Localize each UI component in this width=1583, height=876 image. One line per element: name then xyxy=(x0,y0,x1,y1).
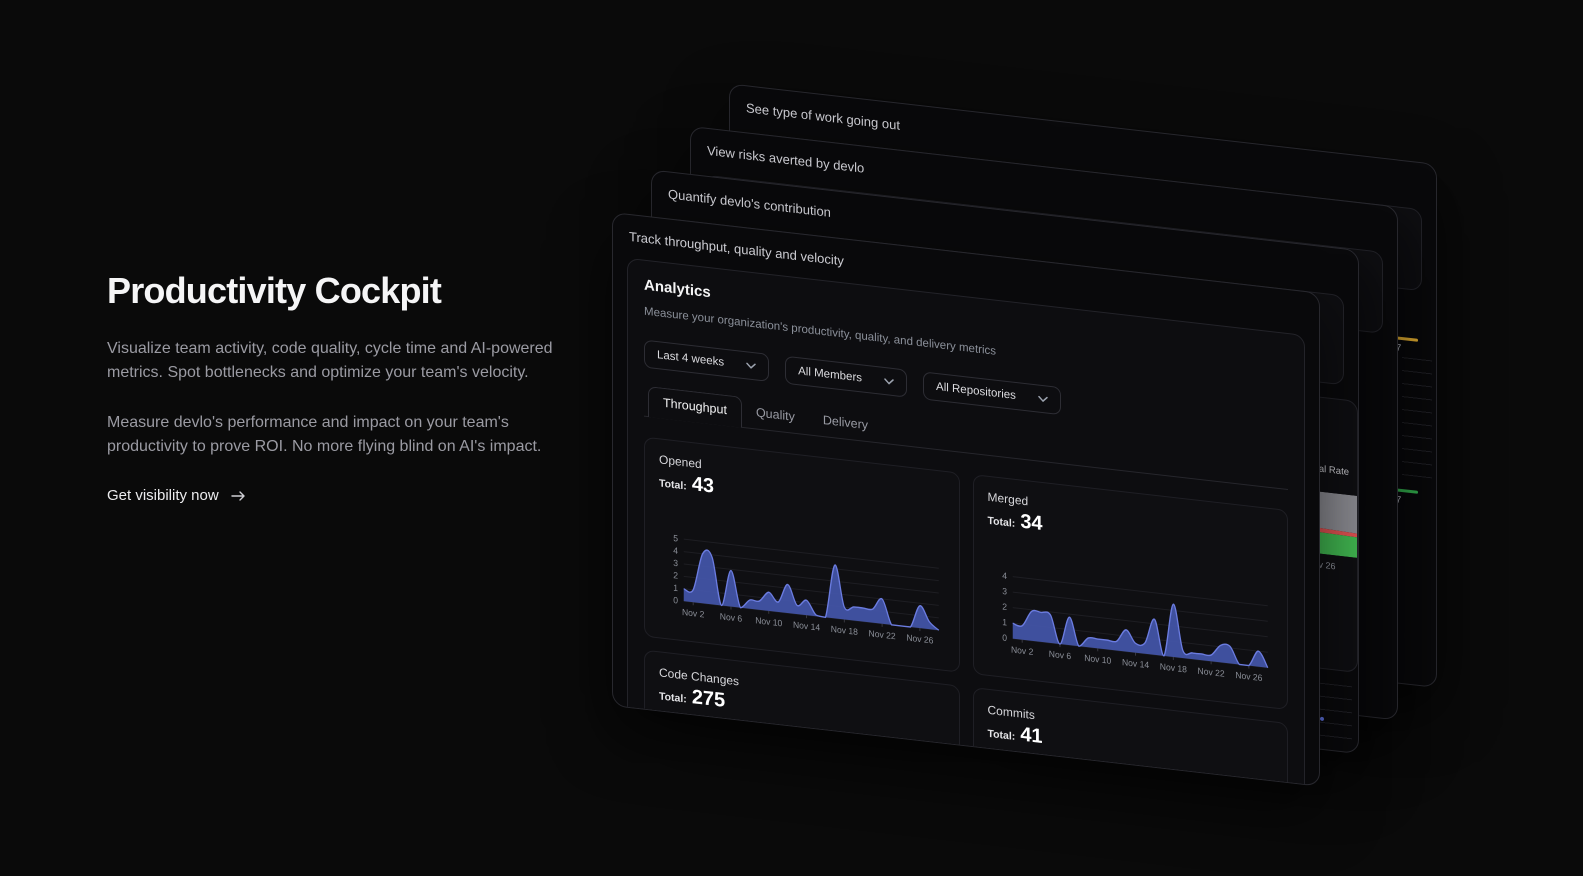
merged-chart-card: Merged Total: 34 0 1 2 3 4 Nov 2 Nov 6 Nov 10 No… xyxy=(972,474,1288,711)
blue-datapoint-fragment xyxy=(1320,716,1324,722)
total-value: 43 xyxy=(691,473,715,498)
select-value: Last 4 weeks xyxy=(657,349,725,369)
analytics-panel: Analytics Measure your organization's pr… xyxy=(627,257,1305,787)
charts-grid: Opened Total: 43 0 1 2 3 4 5 Nov 2 Nov 6 Nov 10 N… xyxy=(644,436,1288,787)
svg-text:Nov 14: Nov 14 xyxy=(1121,657,1148,670)
total-value: 34 xyxy=(1020,510,1043,536)
total-label: Total: xyxy=(987,727,1016,743)
svg-text:1: 1 xyxy=(673,582,678,593)
tab-throughput[interactable]: Throughput xyxy=(648,386,742,428)
opened-area-chart: 0 1 2 3 4 5 Nov 2 Nov 6 Nov 10 Nov 14 Nov 18 Nov 22… xyxy=(659,528,945,657)
svg-text:Nov 22: Nov 22 xyxy=(1197,665,1224,678)
svg-text:3: 3 xyxy=(673,558,678,569)
gridlines-fragment xyxy=(1402,357,1432,479)
svg-text:Nov 14: Nov 14 xyxy=(793,619,820,632)
tab-quality[interactable]: Quality xyxy=(755,405,795,424)
total-label: Total: xyxy=(659,690,687,706)
total-label: Total: xyxy=(659,477,687,493)
svg-text:5: 5 xyxy=(673,533,678,544)
svg-text:Nov 10: Nov 10 xyxy=(1084,653,1111,666)
total-label: Total: xyxy=(987,514,1016,530)
repositories-select[interactable]: All Repositories xyxy=(923,371,1061,416)
opened-chart-card: Opened Total: 43 0 1 2 3 4 5 Nov 2 Nov 6 Nov 10 N… xyxy=(644,436,960,673)
get-visibility-link[interactable]: Get visibility now xyxy=(107,487,246,504)
code-changes-chart-card: Code Changes Total: 275 xyxy=(644,649,960,787)
svg-text:3: 3 xyxy=(1002,586,1007,597)
svg-text:Nov 26: Nov 26 xyxy=(906,632,933,645)
chevron-down-icon xyxy=(746,359,756,372)
svg-text:4: 4 xyxy=(1002,570,1007,581)
svg-text:2: 2 xyxy=(673,570,678,581)
chevron-down-icon xyxy=(1038,393,1048,406)
svg-text:Nov 6: Nov 6 xyxy=(1048,649,1070,662)
svg-text:Nov 18: Nov 18 xyxy=(1159,661,1186,674)
gridlines-fragment xyxy=(1316,682,1352,741)
svg-text:0: 0 xyxy=(1002,632,1007,643)
svg-text:Nov 2: Nov 2 xyxy=(1011,644,1033,657)
hero-paragraph-1: Visualize team activity, code quality, c… xyxy=(107,340,553,382)
tab-delivery[interactable]: Delivery xyxy=(822,413,868,433)
svg-text:Nov 6: Nov 6 xyxy=(720,611,742,624)
arrow-right-icon xyxy=(231,491,246,501)
total-value: 41 xyxy=(1020,723,1043,749)
svg-text:Nov 10: Nov 10 xyxy=(755,615,782,628)
svg-text:4: 4 xyxy=(673,545,678,556)
select-value: All Repositories xyxy=(936,380,1016,403)
hero-paragraph-2: Measure devlo's performance and impact o… xyxy=(107,414,542,456)
hero: Productivity Cockpit Visualize team acti… xyxy=(107,270,562,505)
page-title: Productivity Cockpit xyxy=(107,270,442,311)
svg-text:1: 1 xyxy=(1002,617,1007,628)
svg-text:Nov 22: Nov 22 xyxy=(869,628,896,641)
select-value: All Members xyxy=(798,365,863,385)
filter-row: Last 4 weeks All Members All Repositorie… xyxy=(644,339,1288,441)
cta-label: Get visibility now xyxy=(107,487,219,505)
date-range-select[interactable]: Last 4 weeks xyxy=(644,339,770,382)
total-value: 275 xyxy=(691,686,726,712)
svg-text:0: 0 xyxy=(673,595,678,606)
deck-card-throughput[interactable]: Track throughput, quality and velocity A… xyxy=(612,212,1320,787)
members-select[interactable]: All Members xyxy=(785,355,908,398)
chevron-down-icon xyxy=(884,375,894,388)
svg-text:Nov 2: Nov 2 xyxy=(682,607,704,620)
svg-text:Nov 18: Nov 18 xyxy=(831,624,858,637)
merged-area-chart: 0 1 2 3 4 Nov 2 Nov 6 Nov 10 Nov 14 Nov 18 Nov 22 N… xyxy=(988,566,1274,695)
svg-text:2: 2 xyxy=(1002,601,1007,612)
svg-text:Nov 26: Nov 26 xyxy=(1235,670,1262,683)
